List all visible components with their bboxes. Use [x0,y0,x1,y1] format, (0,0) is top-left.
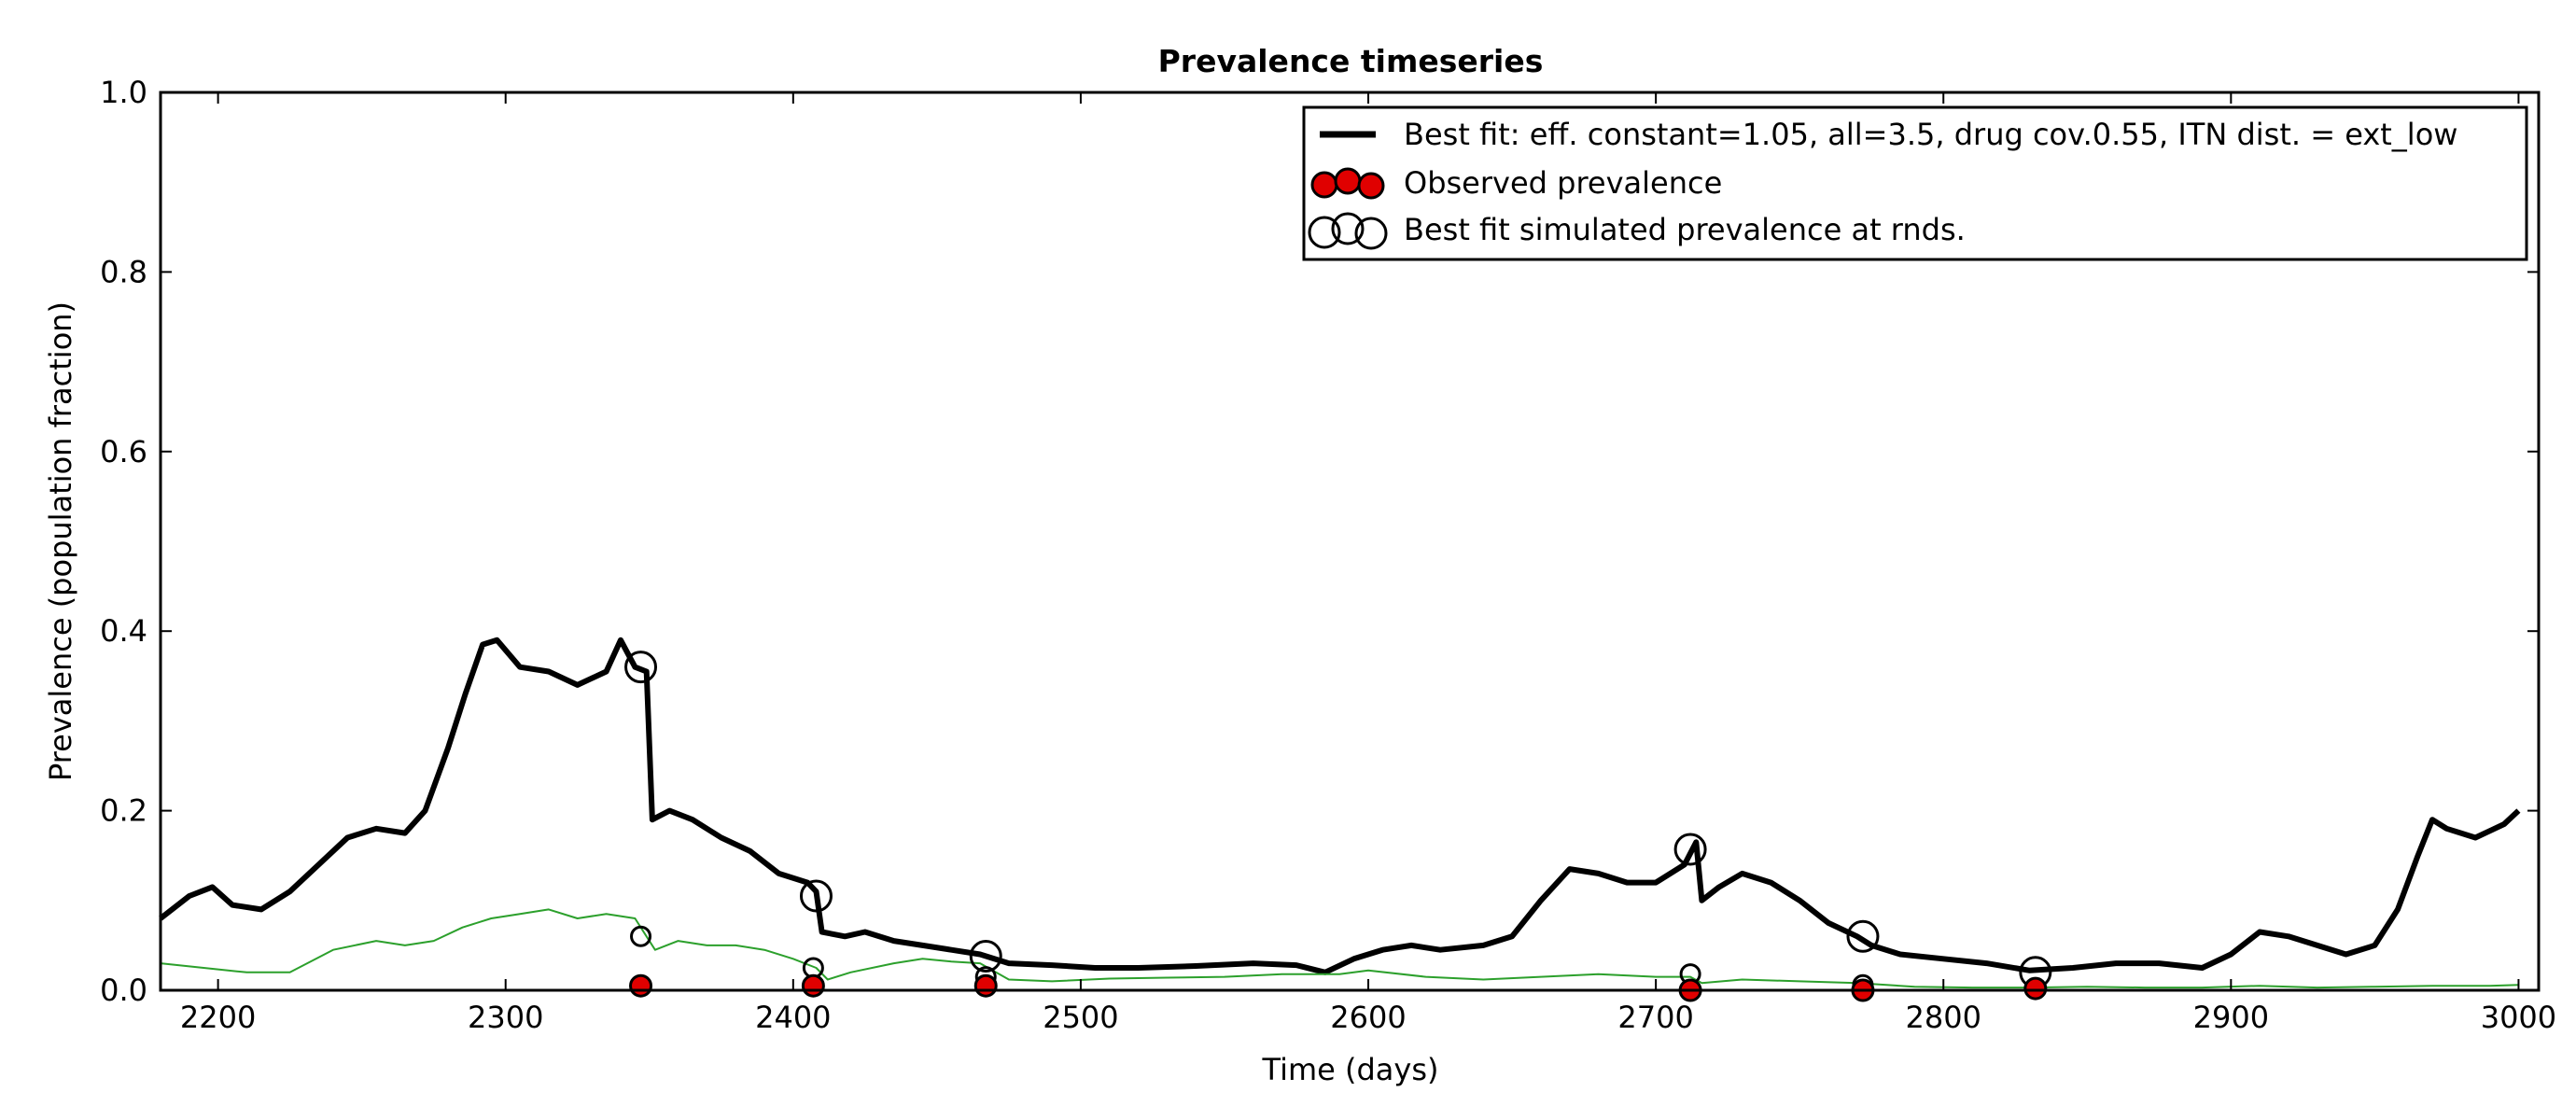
y-tick-label: 1.0 [100,75,147,110]
x-axis-label: Time (days) [1262,1052,1439,1087]
series-line-best-fit [159,637,2521,975]
secondary-round-point [630,925,652,947]
legend-label-observed: Observed prevalence [1404,165,1722,201]
legend-filled-circle-1 [1310,171,1338,199]
observed-point [2023,976,2048,1001]
legend-open-circle-2 [1331,212,1365,245]
simulated-round-point [624,651,658,684]
legend-filled-circle-3 [1357,172,1385,200]
observed-point [973,973,998,998]
legend-filled-circle-2 [1334,167,1362,195]
y-tick-label: 0.8 [100,254,147,289]
x-tick-label: 2500 [1043,1000,1118,1035]
x-tick-label: 3000 [2481,1000,2556,1035]
y-tick-label: 0.2 [100,793,147,829]
y-tick-label: 0.6 [100,434,147,469]
plot-frame [159,91,2541,992]
x-tick-label: 2800 [1906,1000,1981,1035]
y-tick-label: 0.4 [100,613,147,649]
legend-box [1302,105,2528,261]
simulated-round-point [969,939,1002,973]
legend-open-circle-1 [1308,216,1341,249]
x-tick-label: 2200 [180,1000,256,1035]
observed-point [801,973,825,998]
x-tick-label: 2400 [755,1000,831,1035]
legend-open-circle-3 [1354,217,1388,250]
y-tick-label: 0.0 [100,973,147,1008]
legend-filled-circles-marker [1310,167,1385,200]
axis-ticks: 2200 2300 2400 2500 2600 2700 2800 2900 3000 0.0 0… [100,75,2556,1035]
legend: Best fit: eff. constant=1.05, all=3.5, d… [1302,105,2528,261]
simulated-round-point [1846,919,1880,953]
x-tick-label: 2900 [2193,1000,2269,1035]
simulated-round-point [799,879,833,913]
legend-open-circles-marker [1308,212,1388,250]
legend-label-best-fit: Best fit: eff. constant=1.05, all=3.5, d… [1404,117,2457,152]
x-tick-label: 2300 [468,1000,543,1035]
x-tick-label: 2700 [1617,1000,1693,1035]
plot-layer [159,637,2521,1002]
x-tick-label: 2600 [1330,1000,1406,1035]
legend-label-simulated: Best fit simulated prevalence at rnds. [1404,212,1966,247]
observed-point [629,973,653,998]
simulated-round-point [1673,833,1707,866]
chart-title: Prevalence timeseries [1158,43,1544,79]
y-axis-label: Prevalence (population fraction) [43,301,78,781]
series-line-secondary [160,908,2519,989]
